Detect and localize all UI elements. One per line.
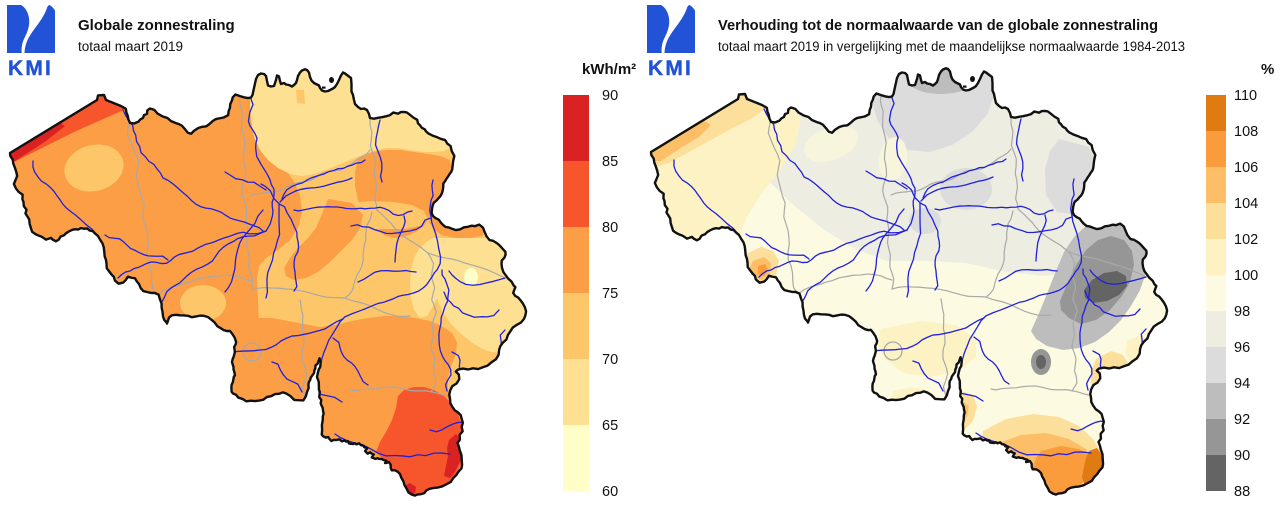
svg-text:102: 102 bbox=[1234, 232, 1258, 248]
svg-text:65: 65 bbox=[602, 418, 618, 434]
svg-text:106: 106 bbox=[1234, 160, 1258, 176]
svg-text:108: 108 bbox=[1234, 124, 1258, 140]
svg-text:98: 98 bbox=[1234, 304, 1250, 320]
svg-text:80: 80 bbox=[602, 220, 618, 236]
svg-text:96: 96 bbox=[1234, 340, 1250, 356]
svg-text:%: % bbox=[1261, 61, 1274, 78]
svg-text:92: 92 bbox=[1234, 412, 1250, 428]
svg-text:70: 70 bbox=[602, 352, 618, 368]
svg-text:KMI: KMI bbox=[8, 57, 53, 80]
svg-text:100: 100 bbox=[1234, 268, 1258, 284]
svg-text:60: 60 bbox=[602, 484, 618, 500]
svg-text:75: 75 bbox=[602, 286, 618, 302]
svg-text:Globale zonnestraling: Globale zonnestraling bbox=[78, 17, 235, 34]
svg-text:94: 94 bbox=[1234, 376, 1250, 392]
svg-text:Verhouding tot de normaalwaard: Verhouding tot de normaalwaarde van de g… bbox=[718, 17, 1158, 34]
svg-text:88: 88 bbox=[1234, 484, 1250, 500]
svg-text:110: 110 bbox=[1234, 88, 1257, 104]
svg-text:85: 85 bbox=[602, 154, 618, 170]
svg-text:90: 90 bbox=[1234, 448, 1250, 464]
svg-text:KMI: KMI bbox=[648, 57, 693, 80]
svg-text:kWh/m²: kWh/m² bbox=[582, 61, 636, 78]
svg-text:90: 90 bbox=[602, 88, 618, 104]
svg-text:104: 104 bbox=[1234, 196, 1258, 212]
svg-text:totaal maart 2019 in vergelijk: totaal maart 2019 in vergelijking met de… bbox=[718, 39, 1185, 54]
svg-text:totaal maart 2019: totaal maart 2019 bbox=[78, 39, 183, 54]
